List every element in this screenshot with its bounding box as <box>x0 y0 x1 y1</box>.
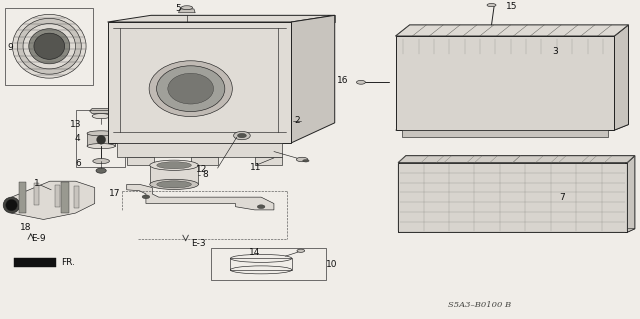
Ellipse shape <box>150 179 198 189</box>
Polygon shape <box>90 108 113 114</box>
Ellipse shape <box>6 199 17 211</box>
Ellipse shape <box>157 181 191 188</box>
Polygon shape <box>61 182 69 213</box>
Ellipse shape <box>87 144 115 149</box>
Ellipse shape <box>157 66 225 112</box>
Text: 1: 1 <box>35 179 40 188</box>
Polygon shape <box>12 181 95 219</box>
Polygon shape <box>614 25 628 130</box>
Text: S5A3–B0100 B: S5A3–B0100 B <box>449 300 511 309</box>
Ellipse shape <box>142 195 150 199</box>
Text: 2: 2 <box>295 116 300 125</box>
Ellipse shape <box>297 249 305 252</box>
Ellipse shape <box>150 160 198 170</box>
Ellipse shape <box>96 168 106 173</box>
Ellipse shape <box>34 33 65 59</box>
Ellipse shape <box>181 6 193 10</box>
Polygon shape <box>396 25 628 36</box>
Ellipse shape <box>168 73 214 104</box>
Polygon shape <box>402 130 608 137</box>
Text: 5: 5 <box>175 4 180 13</box>
Ellipse shape <box>93 159 109 164</box>
Polygon shape <box>55 185 60 207</box>
Bar <box>76 110 125 167</box>
Text: 9: 9 <box>8 43 13 52</box>
Ellipse shape <box>257 205 265 209</box>
Text: E-3: E-3 <box>191 239 205 248</box>
Polygon shape <box>179 9 195 13</box>
Text: 7: 7 <box>559 193 564 202</box>
Text: 18: 18 <box>20 223 31 232</box>
Polygon shape <box>291 15 335 143</box>
Polygon shape <box>151 15 335 22</box>
Polygon shape <box>627 156 635 232</box>
Polygon shape <box>34 183 39 205</box>
Polygon shape <box>127 184 274 210</box>
Ellipse shape <box>23 24 76 69</box>
Text: FR.: FR. <box>61 258 75 267</box>
Text: 8: 8 <box>202 170 207 179</box>
Polygon shape <box>117 143 282 157</box>
Polygon shape <box>398 229 635 232</box>
Ellipse shape <box>29 29 70 64</box>
Polygon shape <box>255 157 282 165</box>
Polygon shape <box>87 133 115 146</box>
Text: 16: 16 <box>337 76 349 85</box>
Text: 11: 11 <box>250 163 262 172</box>
Text: 6: 6 <box>75 159 81 168</box>
Ellipse shape <box>237 133 246 138</box>
Text: 13: 13 <box>70 120 82 129</box>
Ellipse shape <box>3 197 20 213</box>
Bar <box>5 8 93 85</box>
Polygon shape <box>191 157 218 165</box>
Ellipse shape <box>17 18 81 74</box>
Polygon shape <box>396 125 628 130</box>
Ellipse shape <box>157 162 191 169</box>
Text: 17: 17 <box>109 189 120 198</box>
Ellipse shape <box>356 80 365 84</box>
Ellipse shape <box>149 61 232 117</box>
Polygon shape <box>398 163 627 232</box>
Bar <box>211 248 326 280</box>
Text: 12: 12 <box>196 165 207 174</box>
Polygon shape <box>108 22 291 143</box>
Ellipse shape <box>87 131 115 136</box>
Ellipse shape <box>296 157 308 162</box>
Ellipse shape <box>487 4 496 7</box>
Polygon shape <box>396 36 614 130</box>
Text: 14: 14 <box>249 248 260 256</box>
Ellipse shape <box>303 160 309 162</box>
Polygon shape <box>14 258 56 267</box>
Polygon shape <box>127 157 154 165</box>
Polygon shape <box>108 15 335 22</box>
Text: 3: 3 <box>553 47 558 56</box>
Text: 4: 4 <box>75 134 81 143</box>
Ellipse shape <box>97 135 106 144</box>
Ellipse shape <box>12 14 86 78</box>
Text: 15: 15 <box>506 2 518 11</box>
Ellipse shape <box>92 114 110 119</box>
Text: 10: 10 <box>326 260 337 269</box>
Polygon shape <box>398 156 635 163</box>
Polygon shape <box>74 186 79 209</box>
Polygon shape <box>150 165 198 184</box>
Text: E-9: E-9 <box>31 234 45 243</box>
Ellipse shape <box>234 131 250 140</box>
Polygon shape <box>19 182 26 213</box>
